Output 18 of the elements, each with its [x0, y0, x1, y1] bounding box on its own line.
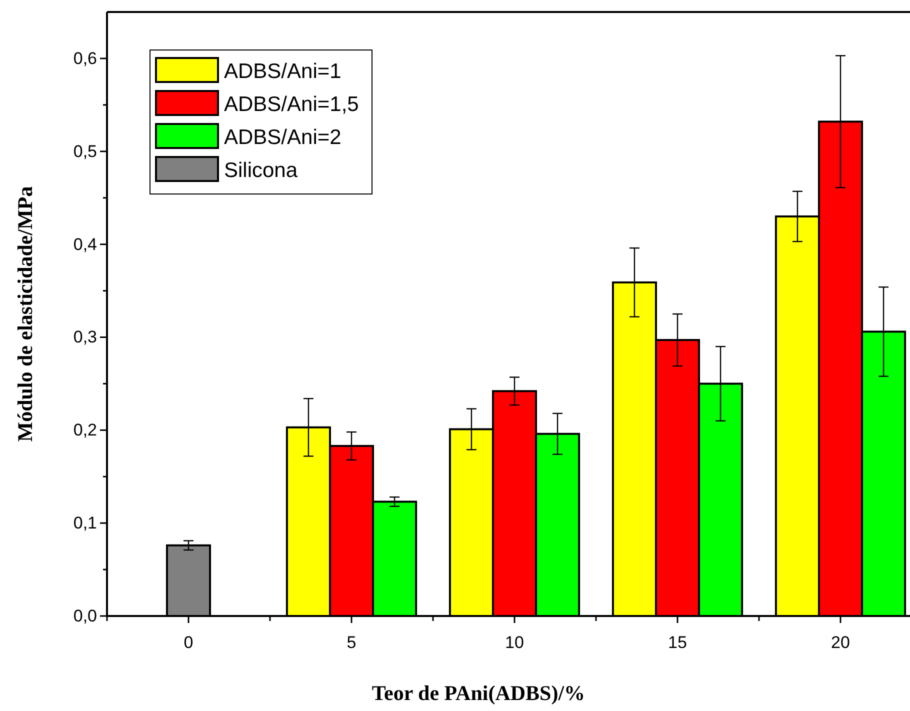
x-tick-label: 20 [831, 633, 850, 652]
y-tick-label: 0,1 [73, 514, 97, 533]
y-tick-label: 0,0 [73, 606, 97, 626]
x-tick-label: 5 [346, 633, 356, 652]
y-axis-title: Módulo de elasticidade/MPa [13, 186, 37, 442]
legend-label: ADBS/Ani=1,5 [224, 93, 359, 116]
y-tick-label: 0,5 [73, 142, 97, 161]
y-tick-label: 0,2 [73, 420, 97, 440]
x-tick-label: 0 [184, 633, 194, 652]
y-tick-label: 0,3 [73, 328, 97, 347]
legend-label: ADBS/Ani=2 [224, 126, 342, 149]
x-tick-label: 15 [668, 633, 687, 652]
x-axis-title: Teor de PAni(ADBS)/% [372, 681, 586, 705]
y-tick-label: 0,4 [73, 234, 97, 254]
x-tick-label: 10 [505, 633, 524, 652]
legend-label: Silicona [224, 159, 298, 182]
y-tick-label: 0,6 [73, 48, 97, 68]
legend-label: ADBS/Ani=1 [224, 60, 342, 83]
